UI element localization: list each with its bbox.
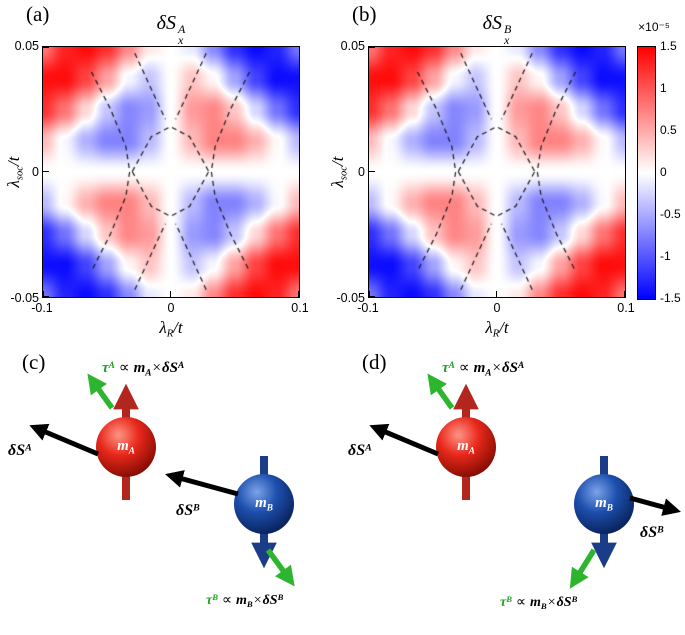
- spin-accumulation-A-label: δSA: [8, 442, 32, 459]
- x-tick-label: -0.1: [357, 301, 379, 315]
- torque-arrow-A: [87, 373, 115, 410]
- mB-label: mB: [255, 495, 273, 514]
- panel-a-letter: (a): [26, 2, 50, 26]
- spin-accumulation-arrow-B: [629, 495, 681, 516]
- y-tick-mark: [369, 171, 375, 172]
- x-tick-mark: [369, 291, 370, 297]
- spin-accumulation-arrow-B: [165, 470, 239, 497]
- heatmap-canvas-a: [43, 47, 299, 297]
- torque-B-label: τB ∝ mB×δSB: [206, 592, 284, 610]
- colorbar-tick-label: -1.5: [660, 291, 681, 305]
- colorbar-tick-label: 1.5: [660, 39, 677, 53]
- sphere-mB: [574, 474, 634, 534]
- x-axis-label-b: λR/t: [485, 318, 509, 340]
- y-tick-mark: [369, 47, 375, 48]
- y-tick-mark: [43, 296, 49, 297]
- torque-A-label: τA ∝ mA×δSA: [442, 360, 525, 379]
- torque-arrow-A: [427, 373, 455, 410]
- sphere-mB: [234, 474, 294, 534]
- sphere-mA: [96, 417, 156, 477]
- colorbar-tick-label: -0.5: [660, 207, 681, 221]
- colorbar-exponent: ×10⁻⁵: [638, 20, 670, 34]
- y-axis-label-a: λsoc/t: [4, 156, 26, 188]
- y-axis-label-b: λsoc/t: [328, 156, 350, 188]
- y-tick-label: -0.05: [10, 291, 40, 305]
- vector-diagram-panel-d: (d) τA ∝ mA×δSA δSA mA mB δSB τB ∝ mB×δSB: [348, 346, 685, 630]
- torque-A-label: τA ∝ mA×δSA: [102, 360, 185, 379]
- x-tick-label: 0: [493, 301, 501, 315]
- spin-accumulation-A-label: δSA: [348, 442, 372, 459]
- y-tick-label: -0.05: [336, 291, 366, 305]
- spin-torque-diagram-c: [29, 373, 295, 587]
- heatmap-panel-a: [42, 46, 300, 298]
- x-tick-label: 0: [167, 301, 175, 315]
- spin-accumulation-B-label: δSB: [176, 502, 200, 519]
- x-tick-label: 0.1: [291, 301, 309, 315]
- colorbar-tick-label: 1: [660, 81, 667, 95]
- heatmap-canvas-b: [369, 47, 625, 297]
- x-tick-label: -0.1: [31, 301, 53, 315]
- x-tick-mark: [298, 291, 299, 297]
- x-tick-mark: [624, 291, 625, 297]
- torque-B-label: τB ∝ mB×δSB: [500, 594, 578, 612]
- x-tick-mark: [43, 291, 44, 297]
- colorbar-gradient: [637, 46, 656, 300]
- x-tick-mark: [170, 291, 171, 297]
- spin-accumulation-B-label: δSB: [640, 524, 664, 541]
- panel-d-letter: (d): [362, 350, 387, 374]
- mB-label: mB: [595, 495, 613, 514]
- sphere-mA: [436, 417, 496, 477]
- y-tick-mark: [43, 171, 49, 172]
- y-tick-label: 0: [358, 165, 365, 179]
- y-tick-mark: [369, 296, 375, 297]
- torque-arrow-B: [569, 548, 597, 589]
- mA-label: mA: [457, 438, 475, 457]
- panel-c-letter: (c): [22, 350, 46, 374]
- panel-b-letter: (b): [352, 2, 377, 26]
- mA-label: mA: [117, 438, 135, 457]
- y-tick-label: 0.05: [340, 39, 365, 53]
- vector-diagram-panel-c: (c) τA ∝ mA×δSA δSA mA mB δSB τB ∝ mB×δSB: [8, 346, 345, 630]
- y-tick-label: 0: [32, 165, 39, 179]
- x-tick-mark: [496, 291, 497, 297]
- torque-arrow-B: [265, 548, 295, 587]
- colorbar-tick-label: -1: [660, 249, 671, 263]
- y-tick-label: 0.05: [14, 39, 39, 53]
- spin-accumulation-arrow-A: [369, 423, 439, 457]
- colorbar-tick-label: 0: [660, 165, 667, 179]
- x-axis-label-a: λR/t: [159, 318, 183, 340]
- spin-accumulation-arrow-A: [29, 423, 99, 457]
- heatmap-panel-b: [368, 46, 626, 298]
- x-tick-label: 0.1: [617, 301, 635, 315]
- y-tick-mark: [43, 47, 49, 48]
- spin-torque-diagram-d: [369, 373, 681, 589]
- colorbar-tick-label: 0.5: [660, 123, 677, 137]
